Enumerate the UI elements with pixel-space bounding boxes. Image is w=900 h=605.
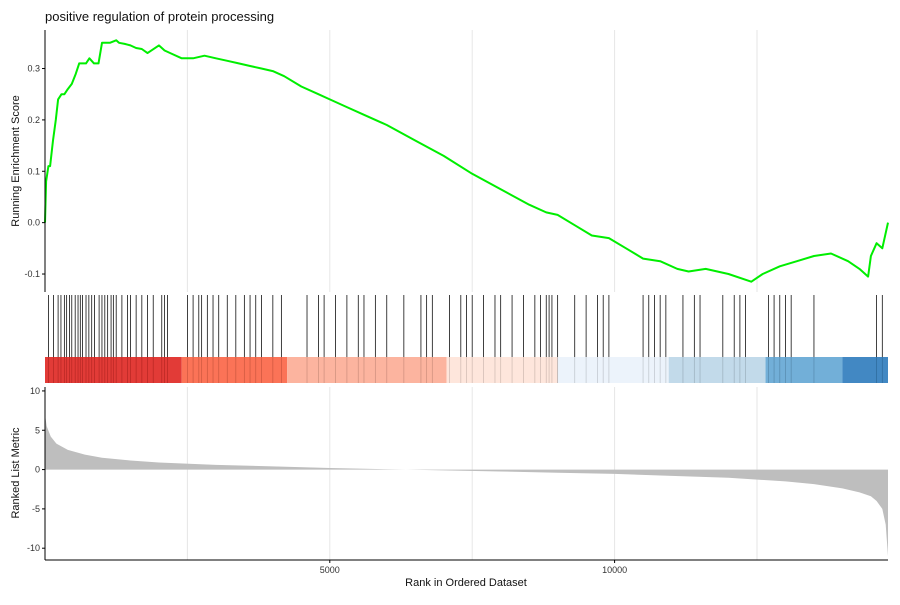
color-bin-3 (446, 357, 558, 383)
es-line (44, 39, 889, 283)
color-bin-6 (765, 357, 843, 383)
metric-y-axis-title: Ranked List Metric (10, 427, 22, 519)
color-bin-5 (668, 357, 766, 383)
chart-title: positive regulation of protein processin… (45, 9, 274, 24)
color-bin-4 (557, 357, 669, 383)
metric-y-tick-label-1: -5 (32, 504, 40, 514)
x-axis-title: Rank in Ordered Dataset (405, 577, 527, 589)
es-y-tick-label-1: 0.0 (27, 218, 40, 228)
metric-y-tick-label-4: 10 (30, 386, 40, 396)
es-y-tick-label-2: 0.1 (27, 166, 40, 176)
metric-panel (45, 414, 888, 557)
metric-y-tick-label-2: 0 (35, 465, 40, 475)
color-bin-0 (45, 357, 182, 383)
axes: -0.1 0.0 0.1 0.2 0.3 -10 -5 0 5 10 5000 10000 (24, 30, 888, 575)
es-y-tick-label-3: 0.2 (27, 115, 40, 125)
x-tick-label-1: 10000 (602, 565, 627, 575)
metric-area (45, 414, 888, 557)
color-bin-7 (842, 357, 888, 383)
es-y-axis-title: Running Enrichment Score (10, 95, 22, 226)
color-bin-1 (181, 357, 288, 383)
x-gridlines (186, 30, 758, 560)
metric-y-tick-label-0: -10 (27, 543, 40, 553)
color-bar (45, 357, 888, 383)
es-y-tick-label-0: -0.1 (24, 269, 40, 279)
color-bin-2 (287, 357, 447, 383)
x-tick-label-0: 5000 (320, 565, 340, 575)
metric-y-tick-label-3: 5 (35, 425, 40, 435)
es-panel (44, 39, 889, 283)
es-y-tick-label-4: 0.3 (27, 64, 40, 74)
